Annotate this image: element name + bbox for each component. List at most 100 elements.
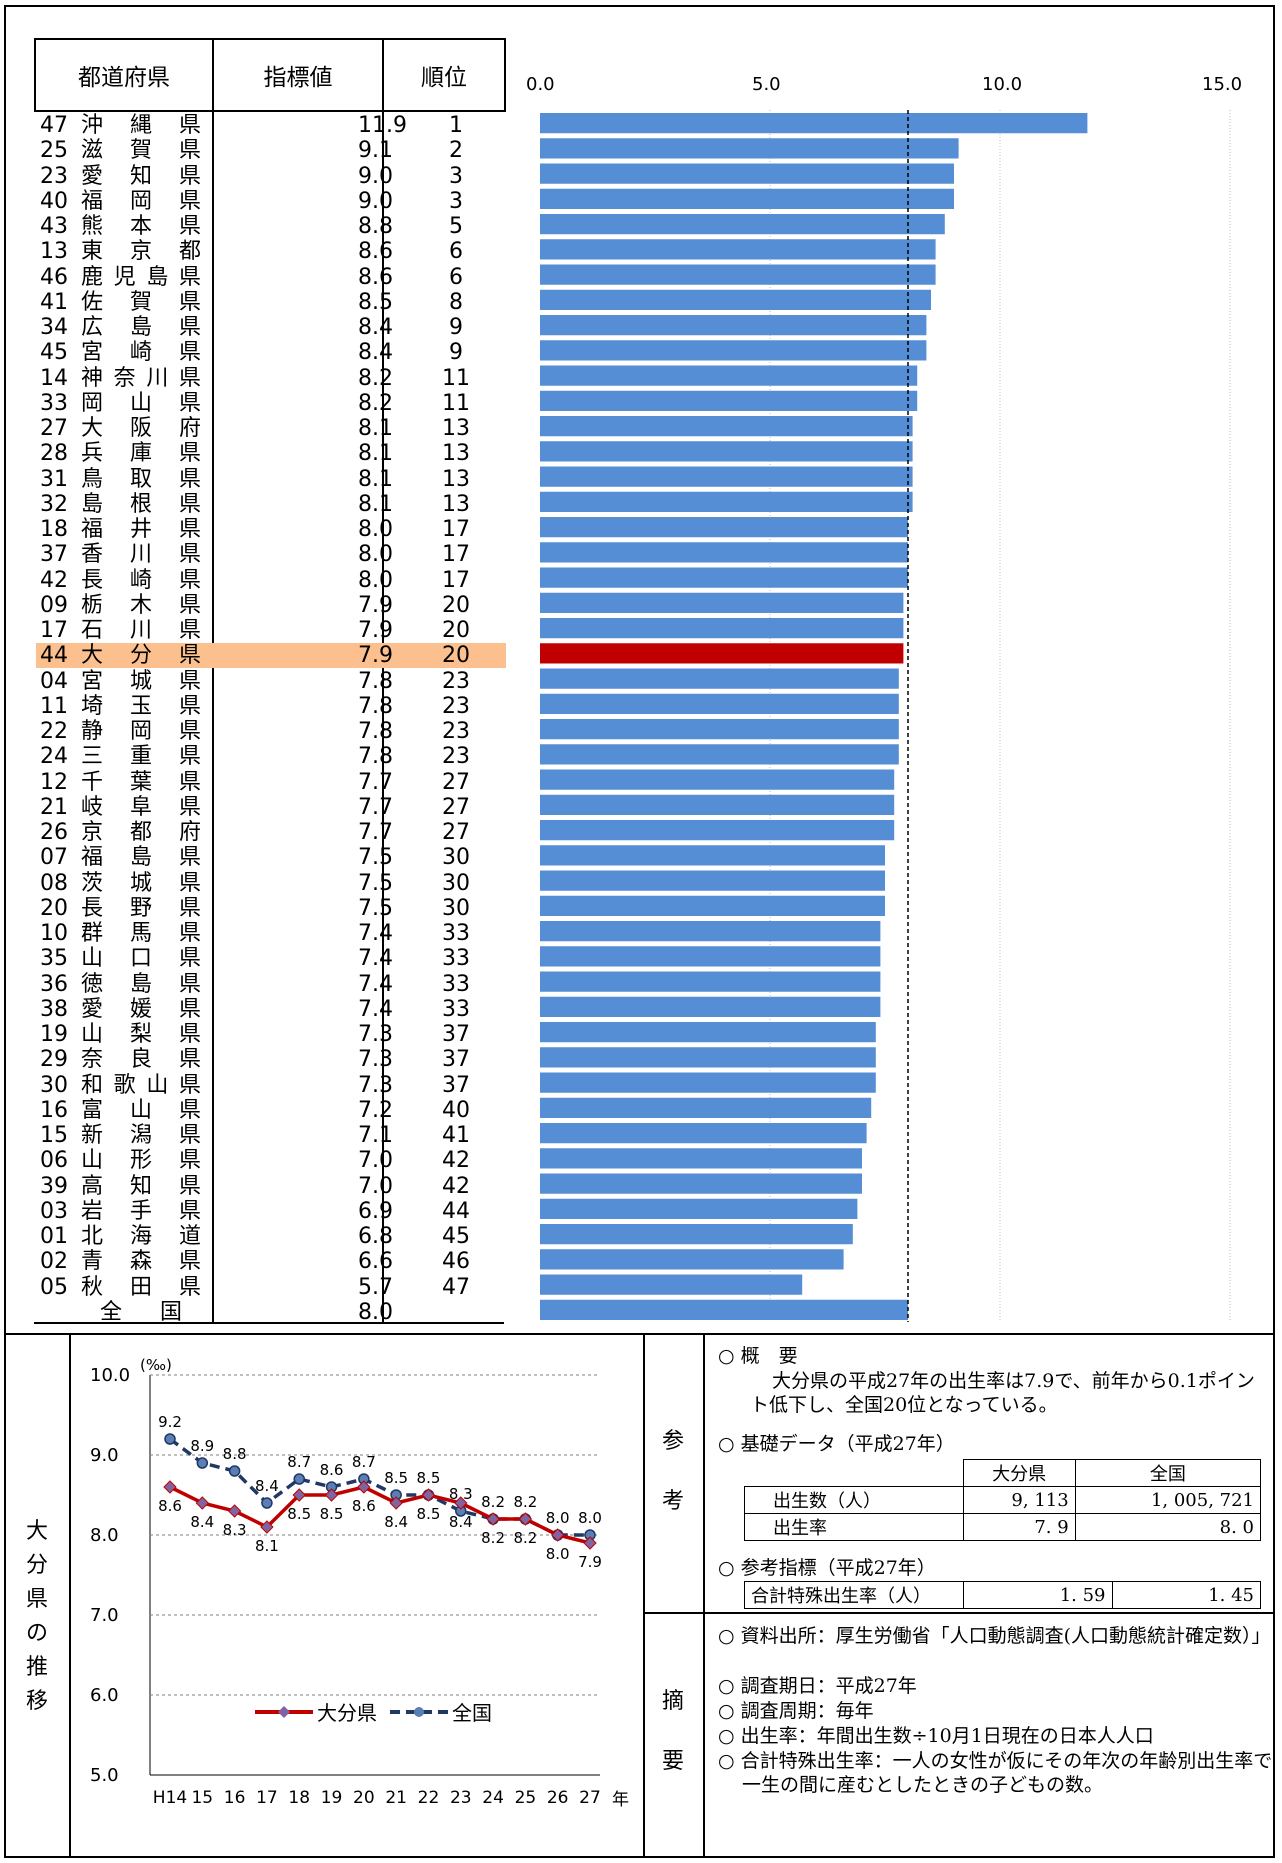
table-row: 29 奈良県 7.3 37 xyxy=(36,1047,506,1072)
table-row: 全国 8.0 xyxy=(36,1300,506,1325)
rank-value: 23 xyxy=(442,719,470,744)
col-header-rank: 順位 xyxy=(421,65,467,91)
rank-value: 33 xyxy=(442,971,470,997)
prefecture-name: 愛知県 xyxy=(81,164,201,189)
prefecture-code: 07 xyxy=(40,845,68,871)
prefecture-name-char: 阪 xyxy=(129,416,152,441)
line-data-label-national: 9.2 xyxy=(158,1413,182,1431)
rank-value: 20 xyxy=(442,592,470,618)
prefecture-name-char: 長 xyxy=(81,567,104,593)
prefecture-name-char: 鹿 xyxy=(81,264,104,290)
table-col-divider xyxy=(382,38,384,1324)
bar xyxy=(540,466,913,487)
line-point-oita xyxy=(260,1520,274,1534)
prefecture-name: 静岡 県 xyxy=(81,719,201,744)
label-char: 摘 xyxy=(661,1689,684,1714)
prefecture-name-char: 滋 xyxy=(81,138,104,164)
table-row: 21 岐阜県 7.7 27 xyxy=(36,795,506,820)
prefecture-code: 09 xyxy=(40,592,68,618)
prefecture-code: 17 xyxy=(40,618,68,643)
prefecture-code: 20 xyxy=(40,895,68,921)
prefecture-name-char: 県 xyxy=(178,567,201,593)
basic-table-cell: 8. 0 xyxy=(1074,1513,1262,1541)
legend-marker-national xyxy=(414,1707,424,1717)
table-row: 35 山口県 7.4 33 xyxy=(36,946,506,971)
bar xyxy=(540,441,913,462)
prefecture-code: 32 xyxy=(40,491,68,517)
table-row: 28 兵庫県 8.1 13 xyxy=(36,441,506,466)
prefecture-name-char: 県 xyxy=(178,1097,201,1123)
bar xyxy=(540,946,881,967)
prefecture-name-char: 形 xyxy=(129,1148,152,1174)
prefecture-code: 26 xyxy=(40,820,68,845)
prefecture-name-char: 県 xyxy=(178,289,201,315)
line-point-oita xyxy=(292,1488,306,1502)
table-row: 23 愛知県 9.0 3 xyxy=(36,164,506,189)
table-row: 07 福島県 7.5 30 xyxy=(36,845,506,870)
table-row: 46 鹿児島県 8.6 6 xyxy=(36,265,506,290)
prefecture-name-char: 京 xyxy=(81,820,104,845)
prefecture-name-char: 新 xyxy=(81,1123,104,1148)
prefecture-name-char: 山 xyxy=(81,946,104,972)
line-point-oita xyxy=(518,1512,533,1526)
prefecture-name-char: 島 xyxy=(129,315,152,340)
prefecture-name-char: 府 xyxy=(178,820,201,845)
prefecture-name-char: 群 xyxy=(81,921,104,946)
bar xyxy=(540,315,927,336)
label-char: 分 xyxy=(25,1553,48,1578)
prefecture-name-char: 本 xyxy=(129,214,152,239)
prefecture-name-char: 千 xyxy=(81,769,104,795)
prefecture-name-char: 東 xyxy=(81,239,104,265)
prefecture-name-char: 県 xyxy=(178,113,201,138)
line-point-national xyxy=(196,1457,209,1469)
prefecture-name-char: 県 xyxy=(178,668,201,694)
prefecture-name-char: 岐 xyxy=(81,794,104,820)
ref-indicator-table: 合計特殊出生率（人） 1. 59 1. 45 xyxy=(744,1581,1261,1609)
label-char: 参 xyxy=(661,1429,684,1454)
summary-cycle: ○ 調査周期：毎年 xyxy=(718,1700,874,1722)
prefecture-name-char: 県 xyxy=(178,618,201,643)
prefecture-name: 埼玉県 xyxy=(81,694,201,719)
line-point-national xyxy=(228,1465,241,1477)
prefecture-name-char: 県 xyxy=(178,794,201,820)
table-row: 40 福岡県 9.0 3 xyxy=(36,189,506,214)
prefecture-name-char: 県 xyxy=(178,592,201,618)
prefecture-name-char: 山 xyxy=(129,1097,152,1123)
prefecture-name-char: 県 xyxy=(178,1123,201,1148)
rank-value: 5 xyxy=(449,214,463,239)
legend-label-oita: 大分県 xyxy=(317,1701,377,1725)
prefecture-name-char: 県 xyxy=(178,1047,201,1073)
prefecture-code: 33 xyxy=(40,390,68,416)
prefecture-name-char: 取 xyxy=(129,466,152,492)
prefecture-name-char: 兵 xyxy=(81,441,104,467)
prefecture-code: 16 xyxy=(40,1097,68,1123)
table-row: 27 大阪府 8.1 13 xyxy=(36,416,506,441)
table-row: 39 高知県 7.0 42 xyxy=(36,1174,506,1199)
rank-value: 17 xyxy=(442,567,470,593)
prefecture-code: 31 xyxy=(40,466,68,492)
section-divider xyxy=(703,1333,705,1858)
bar xyxy=(540,113,1088,134)
rank-value: 20 xyxy=(442,618,470,643)
prefecture-name-char: 県 xyxy=(178,1022,201,1047)
prefecture-name: 東京都 xyxy=(81,239,201,264)
prefecture-name-char: 知 xyxy=(129,163,152,189)
bar xyxy=(540,1299,908,1320)
rank-value: 41 xyxy=(442,1123,470,1148)
table-row: 13 東京都 8.6 6 xyxy=(36,239,506,264)
rank-value: 11 xyxy=(442,390,470,416)
line-y-tick-label: 7.0 xyxy=(90,1605,119,1626)
prefecture-name-char: 宮 xyxy=(81,340,104,366)
prefecture-name-char: 分 xyxy=(129,643,152,669)
table-row: 15 新潟県 7.1 41 xyxy=(36,1123,506,1148)
line-x-tick-label: 15 xyxy=(191,1788,213,1808)
line-data-label-national: 8.4 xyxy=(255,1477,279,1495)
prefecture-name: 福井 県 xyxy=(81,517,201,542)
basic-table-header: 全国 xyxy=(1074,1459,1262,1487)
bar xyxy=(540,769,895,790)
line-data-label-oita: 8.6 xyxy=(352,1497,376,1515)
table-row: 09 栃木県 7.9 20 xyxy=(36,593,506,618)
prefecture-name-char: 大 xyxy=(81,416,104,441)
line-y-tick-label: 5.0 xyxy=(90,1765,119,1786)
prefecture-name: 神奈川県 xyxy=(81,366,201,391)
